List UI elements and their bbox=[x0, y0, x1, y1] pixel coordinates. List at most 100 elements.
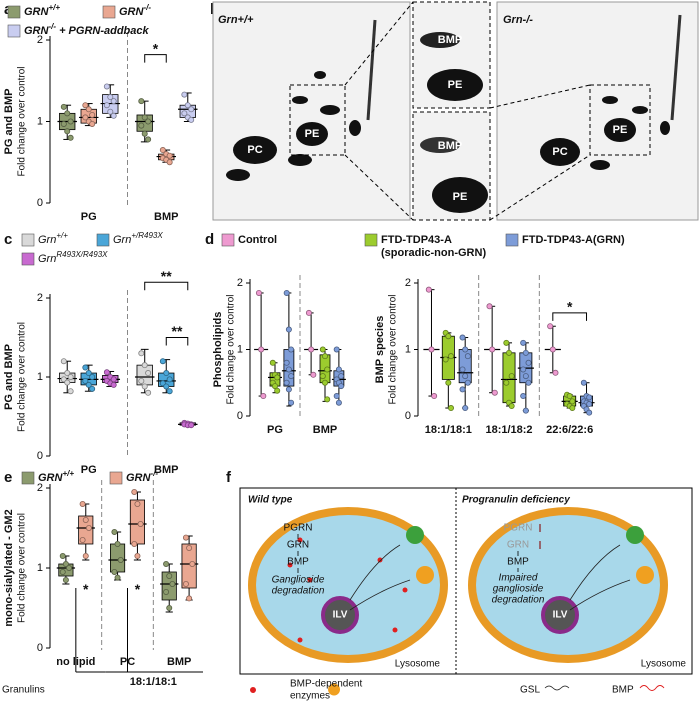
y-axis-subtitle: Fold change over control bbox=[17, 513, 28, 623]
data-point bbox=[188, 422, 195, 429]
legend-sup: -/- bbox=[48, 22, 56, 31]
data-point bbox=[186, 595, 193, 602]
data-point bbox=[114, 574, 121, 581]
data-point bbox=[67, 134, 74, 141]
legend-suffix: + PGRN-addback bbox=[56, 25, 149, 37]
data-point bbox=[486, 303, 493, 310]
pathway-step: BMP bbox=[507, 557, 529, 568]
legend-name: Grn bbox=[113, 234, 131, 246]
significance: * bbox=[567, 299, 573, 315]
legend-swatch bbox=[21, 471, 35, 485]
data-point bbox=[64, 370, 71, 377]
y-tick-label: 0 bbox=[405, 410, 411, 422]
data-point bbox=[103, 369, 110, 376]
diagram-title: Progranulin deficiency bbox=[462, 495, 570, 506]
data-point bbox=[182, 581, 189, 588]
x-tick-label: BMP bbox=[154, 211, 178, 223]
data-point bbox=[89, 373, 96, 380]
data-point bbox=[138, 350, 145, 357]
legend-label: BMP bbox=[612, 685, 634, 696]
pathway-step: ganglioside bbox=[493, 584, 544, 595]
data-point bbox=[82, 517, 89, 524]
data-point bbox=[310, 371, 317, 378]
data-point bbox=[508, 403, 515, 410]
data-point bbox=[522, 407, 529, 414]
y-axis-title: Phospholipids bbox=[212, 312, 224, 388]
data-point bbox=[319, 373, 326, 380]
data-point bbox=[163, 383, 170, 390]
data-point bbox=[459, 386, 466, 393]
legend-sup: -/- bbox=[150, 469, 158, 478]
x-tick-label: 18:1/18:2 bbox=[485, 424, 532, 436]
legend-label: (sporadic-non-GRN) bbox=[381, 247, 486, 259]
spot-label: BMP bbox=[438, 34, 462, 46]
legend-label: GRN-/- + PGRN-addback bbox=[24, 22, 150, 37]
legend-label: GrnR493X/R493X bbox=[38, 250, 108, 265]
data-point bbox=[159, 147, 166, 154]
legend-label: Grn+/R493X bbox=[113, 231, 163, 246]
legend-name: GRN bbox=[126, 472, 152, 484]
legend-sup: +/+ bbox=[62, 469, 74, 478]
data-point bbox=[258, 346, 265, 353]
pathway-step: PGRN bbox=[504, 523, 533, 534]
data-point bbox=[82, 364, 89, 371]
data-point bbox=[166, 159, 173, 166]
data-point bbox=[111, 529, 118, 536]
data-point bbox=[425, 286, 432, 293]
data-point bbox=[60, 103, 67, 110]
y-tick-label: 1 bbox=[37, 115, 43, 127]
data-point bbox=[508, 373, 515, 380]
data-point bbox=[464, 379, 471, 386]
data-point bbox=[338, 373, 345, 380]
lysosome-lumen bbox=[256, 515, 440, 655]
legend-name: GRN bbox=[119, 6, 145, 18]
pathway-step: GRN bbox=[287, 540, 309, 551]
data-point bbox=[335, 399, 342, 406]
data-point bbox=[288, 346, 295, 353]
significance-bracket bbox=[144, 54, 167, 63]
data-point bbox=[114, 541, 121, 548]
data-point bbox=[89, 385, 96, 392]
pathway-step: Impaired bbox=[499, 573, 538, 584]
data-point bbox=[166, 376, 173, 383]
legend-swatch bbox=[7, 24, 21, 38]
data-point bbox=[85, 525, 92, 532]
data-point bbox=[89, 120, 96, 127]
significance-bracket bbox=[552, 312, 588, 321]
data-point bbox=[163, 589, 170, 596]
data-point bbox=[166, 605, 173, 612]
data-point bbox=[111, 569, 118, 576]
data-point bbox=[333, 346, 340, 353]
legend-label: BMP-dependent bbox=[290, 679, 362, 690]
pathway-step: BMP bbox=[287, 557, 309, 568]
data-point bbox=[66, 565, 73, 572]
legend-sup: R493X/R493X bbox=[56, 250, 108, 259]
y-tick-label: 1 bbox=[37, 371, 43, 383]
data-point bbox=[59, 569, 66, 576]
x-group-label: 18:1/18:1 bbox=[130, 676, 177, 688]
diagram-title: Wild type bbox=[248, 495, 293, 506]
data-point bbox=[110, 381, 117, 388]
pathway-step: degradation bbox=[492, 595, 545, 606]
pathway-step: GRN bbox=[507, 540, 529, 551]
blot-spots bbox=[226, 19, 377, 181]
data-point bbox=[145, 136, 152, 143]
x-tick-label: PG bbox=[267, 424, 283, 436]
pathway-step: degradation bbox=[272, 586, 325, 597]
box bbox=[129, 499, 145, 545]
data-point bbox=[141, 383, 148, 390]
data-point bbox=[431, 393, 438, 400]
legend-label: FTD-TDP43-A(GRN) bbox=[522, 234, 625, 246]
data-point bbox=[285, 386, 292, 393]
spot-label: BMP bbox=[438, 140, 462, 152]
legend-label: GSL bbox=[520, 685, 540, 696]
legend-sup: +/+ bbox=[56, 231, 68, 240]
data-point bbox=[566, 393, 573, 400]
data-point bbox=[462, 405, 469, 412]
legend-swatch bbox=[102, 5, 116, 19]
legend-label: GRN+/+ bbox=[24, 3, 60, 18]
data-point bbox=[62, 577, 69, 584]
data-point bbox=[141, 130, 148, 137]
data-point bbox=[141, 362, 148, 369]
data-point bbox=[525, 359, 532, 366]
